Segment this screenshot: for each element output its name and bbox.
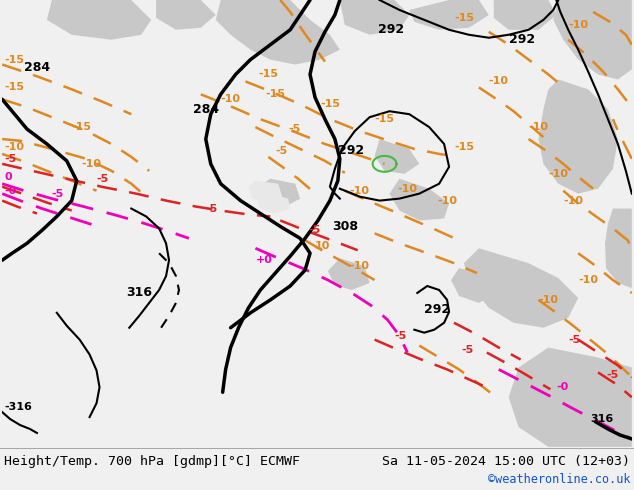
Text: 308: 308	[332, 220, 358, 233]
Text: -10: -10	[350, 186, 370, 196]
Text: 0: 0	[4, 172, 12, 182]
Text: 316: 316	[590, 414, 613, 424]
Text: -10: -10	[578, 275, 598, 285]
Text: -10: -10	[82, 159, 101, 169]
Polygon shape	[216, 0, 340, 65]
Text: -15: -15	[266, 89, 285, 99]
Text: -10: -10	[489, 76, 509, 86]
Text: -5: -5	[52, 189, 64, 198]
Text: Sa 11-05-2024 15:00 UTC (12+03): Sa 11-05-2024 15:00 UTC (12+03)	[382, 455, 630, 468]
Polygon shape	[256, 194, 290, 214]
Polygon shape	[494, 0, 556, 30]
Polygon shape	[605, 209, 632, 288]
Polygon shape	[389, 179, 449, 220]
Text: -15: -15	[259, 70, 278, 79]
Text: -0: -0	[556, 382, 569, 392]
Text: -10: -10	[548, 169, 569, 179]
Text: -5: -5	[288, 124, 301, 134]
Text: -10: -10	[529, 122, 548, 132]
Polygon shape	[538, 79, 618, 194]
Text: -5: -5	[206, 203, 218, 214]
Text: Height/Temp. 700 hPa [gdmp][°C] ECMWF: Height/Temp. 700 hPa [gdmp][°C] ECMWF	[4, 455, 300, 468]
Text: -5: -5	[394, 331, 406, 341]
Text: -5: -5	[606, 370, 618, 380]
Polygon shape	[451, 268, 499, 303]
Polygon shape	[156, 0, 216, 30]
Polygon shape	[464, 248, 578, 328]
Text: -0: -0	[4, 186, 16, 196]
Text: 292: 292	[508, 33, 535, 46]
Text: 292: 292	[424, 303, 450, 317]
Text: -15: -15	[375, 114, 394, 124]
Text: 284: 284	[193, 103, 219, 116]
Text: -15: -15	[72, 122, 92, 132]
Text: -316: -316	[4, 402, 32, 412]
Text: -5: -5	[4, 154, 16, 164]
Text: -5: -5	[308, 225, 320, 235]
Polygon shape	[340, 0, 410, 35]
Text: +0: +0	[256, 255, 273, 265]
Text: -10: -10	[4, 142, 24, 152]
Polygon shape	[508, 347, 632, 447]
Text: -5: -5	[568, 335, 581, 344]
Text: ©weatheronline.co.uk: ©weatheronline.co.uk	[488, 473, 630, 487]
Polygon shape	[47, 0, 151, 40]
Text: 292: 292	[338, 145, 364, 157]
Text: 284: 284	[24, 61, 50, 74]
Polygon shape	[553, 0, 632, 79]
Text: -5: -5	[96, 174, 109, 184]
Text: -10: -10	[398, 184, 417, 194]
Text: -10: -10	[568, 20, 588, 30]
Text: -10: -10	[563, 196, 583, 206]
Text: -15: -15	[4, 82, 24, 93]
Text: -10: -10	[437, 196, 457, 206]
Polygon shape	[259, 179, 300, 207]
Text: -15: -15	[454, 13, 474, 23]
Text: -10: -10	[221, 94, 241, 104]
Polygon shape	[410, 0, 489, 30]
Text: 316: 316	[126, 287, 152, 299]
Text: -5: -5	[461, 344, 473, 355]
Text: -10: -10	[538, 295, 559, 305]
Polygon shape	[249, 181, 282, 203]
Text: -15: -15	[320, 99, 340, 109]
Text: -5: -5	[275, 146, 288, 156]
Text: 292: 292	[378, 24, 404, 36]
Text: -10: -10	[350, 261, 370, 271]
Polygon shape	[328, 258, 370, 290]
Text: 10: 10	[315, 241, 330, 251]
Polygon shape	[375, 139, 419, 174]
Text: -15: -15	[454, 142, 474, 152]
Text: -15: -15	[4, 54, 24, 65]
